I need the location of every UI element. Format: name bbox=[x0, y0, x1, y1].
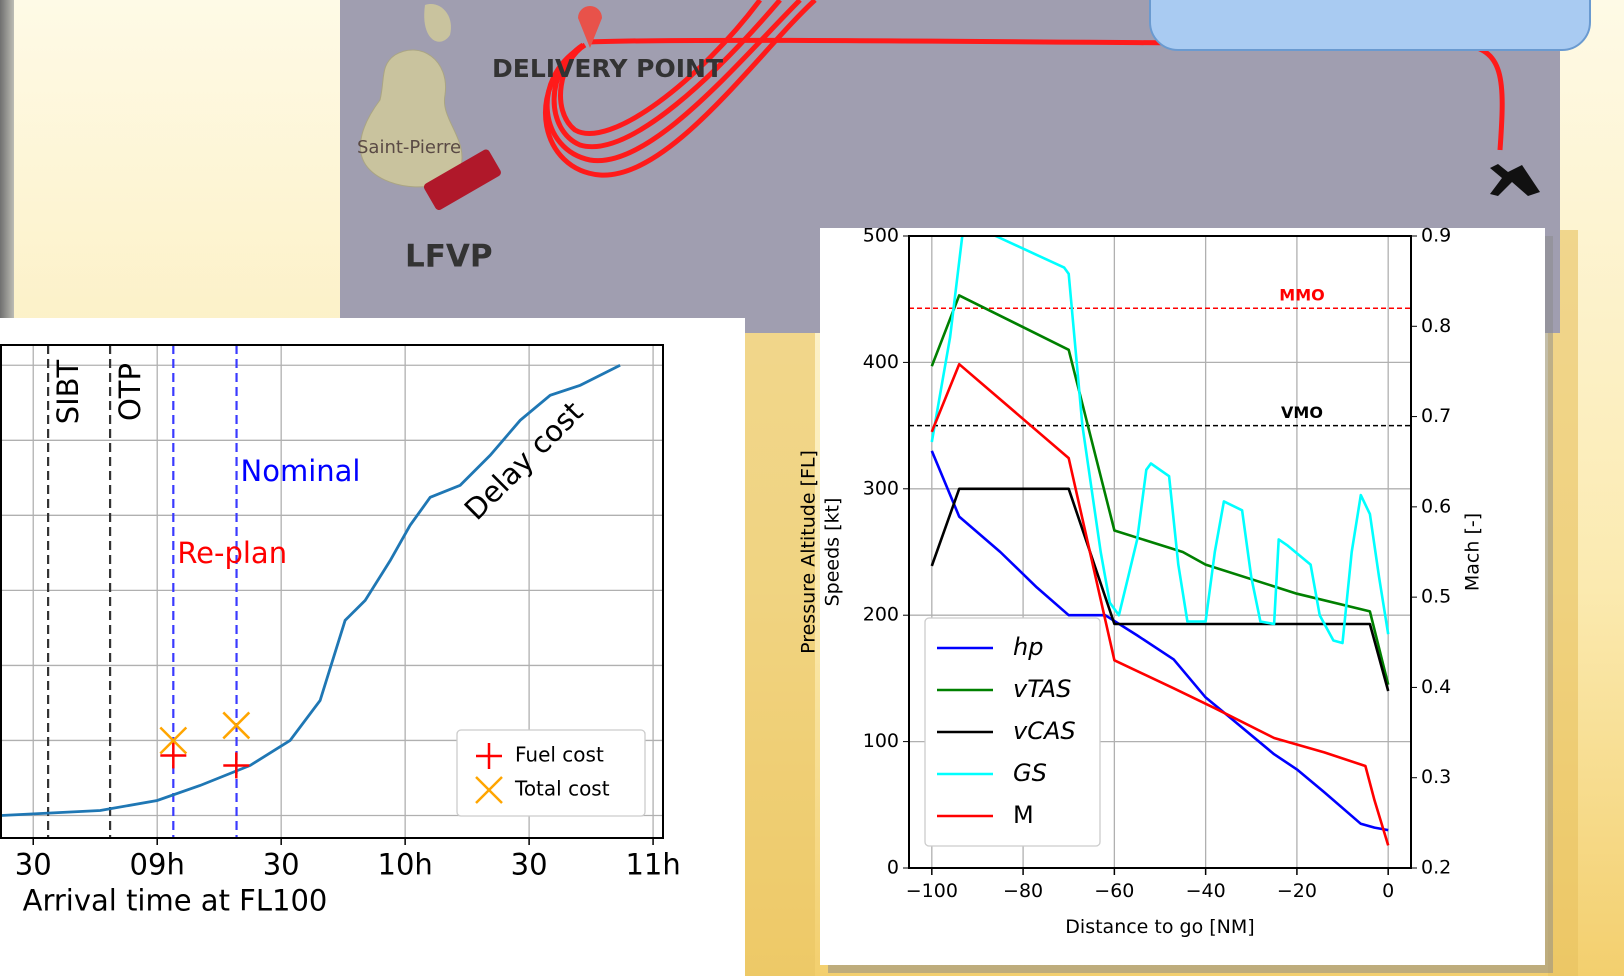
reference-label: OTP bbox=[113, 363, 147, 421]
y2-tick-label: 0.8 bbox=[1421, 315, 1451, 337]
y-tick-label: 200 bbox=[863, 604, 899, 626]
x-tick-label: 11h bbox=[625, 848, 680, 882]
y-tick-label: 0 bbox=[887, 857, 899, 879]
y2-tick-label: 0.4 bbox=[1421, 676, 1451, 698]
y2-tick-label: 0.7 bbox=[1421, 405, 1451, 427]
y2-axis-label: Mach [-] bbox=[1462, 513, 1484, 591]
legend-label: Fuel cost bbox=[515, 743, 604, 767]
legend-label: vCAS bbox=[1013, 717, 1076, 745]
y2-tick-label: 0.2 bbox=[1421, 857, 1451, 879]
reference-label: Re-plan bbox=[177, 536, 287, 570]
y-tick-label: 100 bbox=[863, 730, 899, 752]
x-axis-label: Distance to go [NM] bbox=[1065, 916, 1254, 938]
y2-tick-label: 0.5 bbox=[1421, 586, 1451, 608]
y-tick-label: 300 bbox=[863, 477, 899, 499]
screen: DELIVERY POINT Saint-Pierre LFVP 30 09h 30… bbox=[0, 0, 1624, 976]
reference-label: VMO bbox=[1281, 403, 1323, 422]
y-tick-label: 400 bbox=[863, 351, 899, 373]
legend-label: GS bbox=[1013, 759, 1047, 787]
legend-label: vTAS bbox=[1013, 675, 1071, 703]
x-tick-label: 30 bbox=[263, 848, 300, 882]
y-axis-label: Speeds [kt] bbox=[822, 498, 844, 607]
x-tick-label: 09h bbox=[130, 848, 185, 882]
y2-tick-label: 0.6 bbox=[1421, 495, 1451, 517]
reference-label: SIBT bbox=[51, 359, 85, 424]
x-tick-label: −80 bbox=[1003, 880, 1043, 902]
x-tick-label: −100 bbox=[906, 880, 958, 902]
x-tick-label: −20 bbox=[1277, 880, 1317, 902]
callout bbox=[1150, 0, 1590, 50]
map-label: LFVP bbox=[405, 239, 493, 275]
legend-label: Total cost bbox=[514, 777, 610, 801]
x-tick-label: 0 bbox=[1382, 880, 1394, 902]
reference-label: Nominal bbox=[241, 454, 361, 488]
x-tick-label: 30 bbox=[15, 848, 52, 882]
y-axis-label: Pressure Altitude [FL] bbox=[798, 450, 820, 654]
map-label: Saint-Pierre bbox=[357, 137, 461, 158]
y2-tick-label: 0.9 bbox=[1421, 225, 1451, 247]
y-tick-label: 500 bbox=[863, 225, 899, 247]
x-tick-label: 10h bbox=[378, 848, 433, 882]
y2-tick-label: 0.3 bbox=[1421, 766, 1451, 788]
x-tick-label: −60 bbox=[1094, 880, 1134, 902]
reference-label: MMO bbox=[1279, 286, 1324, 305]
x-tick-label: 30 bbox=[511, 848, 548, 882]
legend-label: hp bbox=[1013, 633, 1043, 661]
x-axis-label: Arrival time at FL100 bbox=[23, 884, 328, 918]
map-label: DELIVERY POINT bbox=[492, 54, 723, 83]
x-tick-label: −40 bbox=[1186, 880, 1226, 902]
legend-label: M bbox=[1013, 801, 1034, 829]
